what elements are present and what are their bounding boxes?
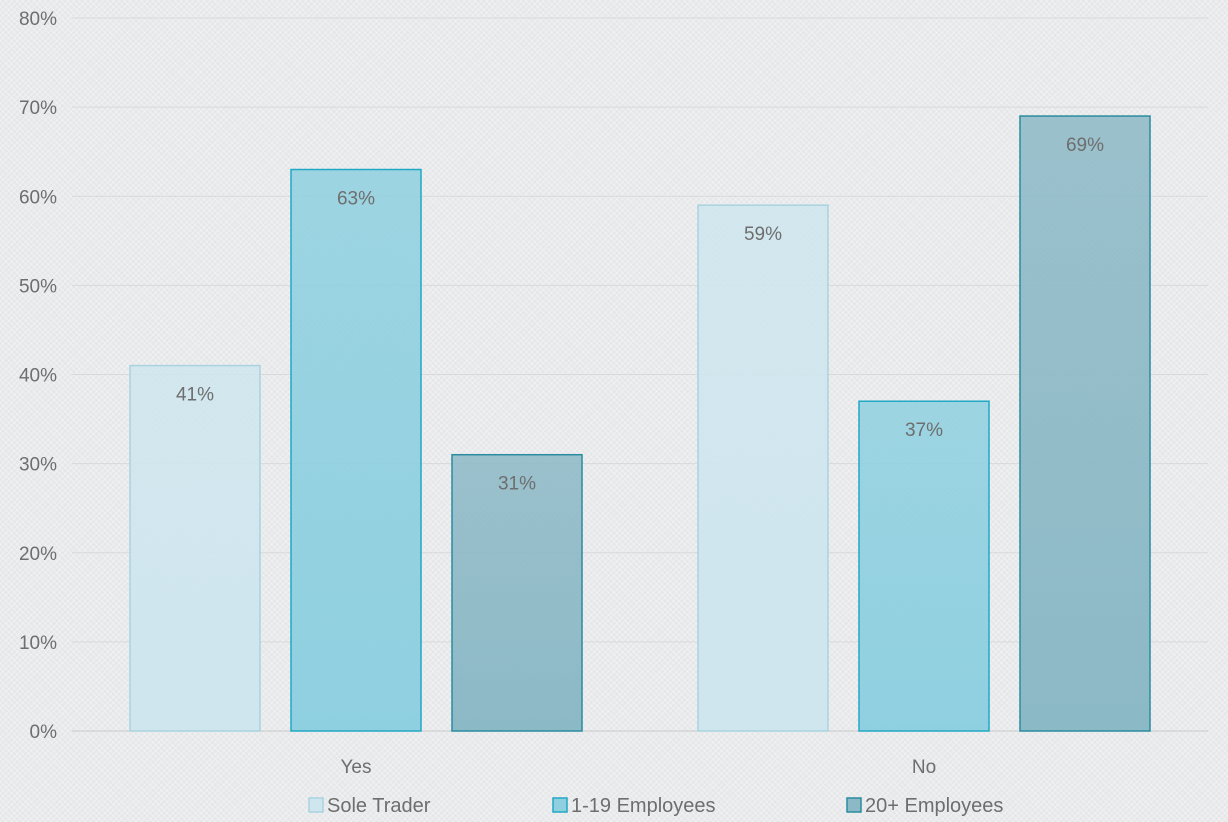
data-label: 31% xyxy=(498,474,536,495)
gridlines xyxy=(72,17,1208,732)
bar-yes-20-employees xyxy=(451,453,583,732)
legend-swatch xyxy=(846,797,862,813)
bar-yes-1-19-employees xyxy=(290,168,422,732)
y-axis: 0% 10% 20% 30% 40% 50% 60% 70% 80% xyxy=(19,9,57,743)
y-tick-label: 50% xyxy=(19,276,57,297)
bar-no-1-19-employees xyxy=(858,400,990,732)
data-label: 37% xyxy=(905,420,943,441)
x-tick-label: No xyxy=(912,757,936,778)
y-tick-label: 40% xyxy=(19,366,57,387)
legend-label: Sole Trader xyxy=(327,795,431,817)
legend-label: 1-19 Employees xyxy=(571,795,716,817)
y-tick-label: 80% xyxy=(19,9,57,30)
data-label: 69% xyxy=(1066,135,1104,156)
y-tick-label: 70% xyxy=(19,98,57,119)
data-label: 59% xyxy=(744,224,782,245)
x-tick-label: Yes xyxy=(341,757,372,778)
bar-yes-sole-trader xyxy=(129,364,261,732)
data-label: 63% xyxy=(337,189,375,210)
legend-label: 20+ Employees xyxy=(865,795,1003,817)
legend: Sole Trader 1-19 Employees 20+ Employees xyxy=(308,795,1003,817)
y-tick-label: 30% xyxy=(19,455,57,476)
bar-no-20-employees xyxy=(1019,115,1151,732)
x-axis: Yes No xyxy=(341,757,937,778)
bar-no-sole-trader xyxy=(697,204,829,732)
legend-swatch xyxy=(308,797,324,813)
legend-item: 20+ Employees xyxy=(846,795,1003,817)
y-tick-label: 10% xyxy=(19,633,57,654)
bars: 41% 63% 31% 59% 37% 69% xyxy=(129,115,1151,732)
legend-item: Sole Trader xyxy=(308,795,431,817)
y-tick-label: 60% xyxy=(19,187,57,208)
y-tick-label: 0% xyxy=(30,722,58,743)
legend-swatch xyxy=(552,797,568,813)
legend-item: 1-19 Employees xyxy=(552,795,716,817)
y-tick-label: 20% xyxy=(19,544,57,565)
data-label: 41% xyxy=(176,385,214,406)
